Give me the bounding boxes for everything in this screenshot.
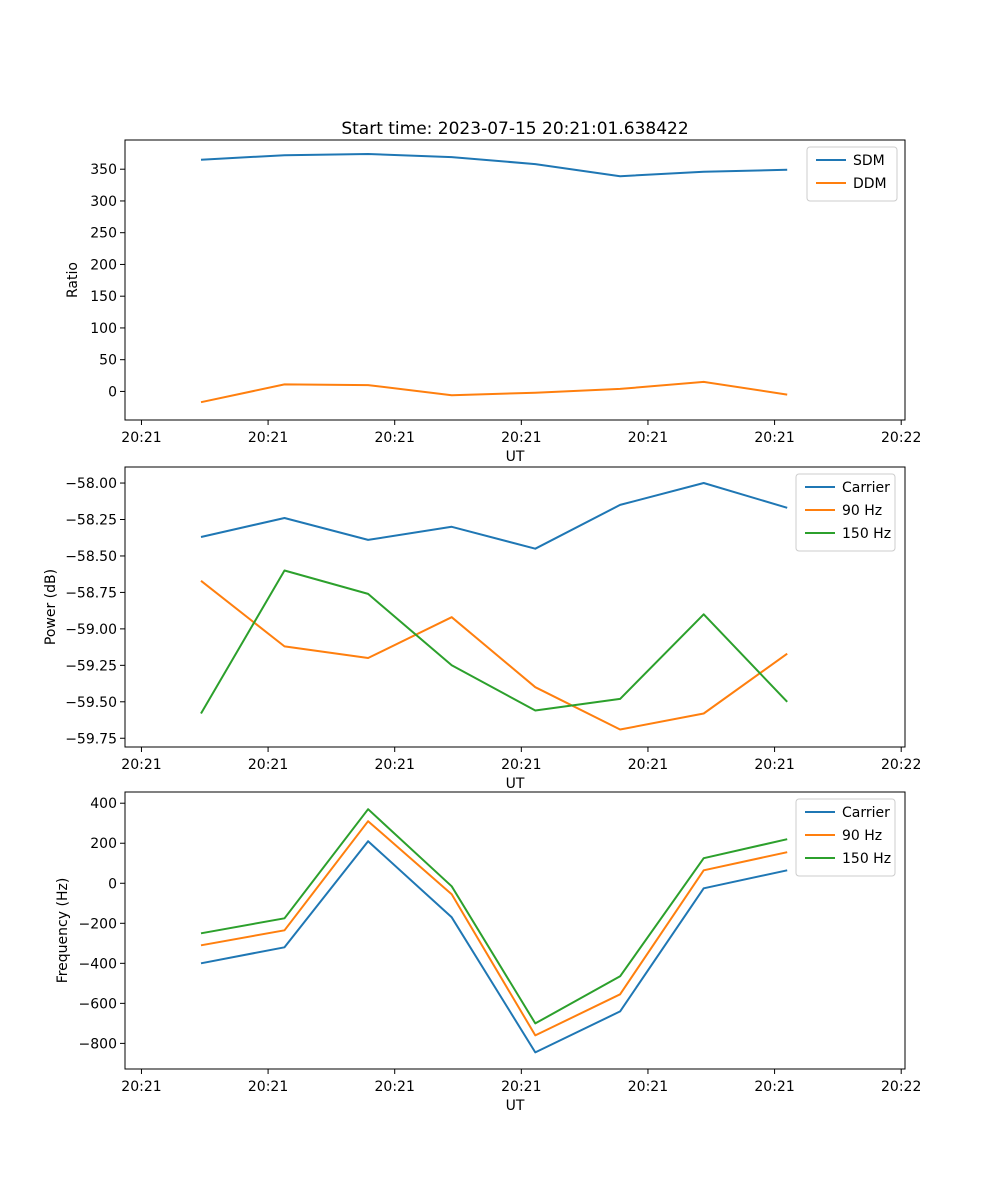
series-line-carrier <box>200 840 788 1054</box>
y-tick-label: 0 <box>108 876 117 892</box>
x-tick-label: 20:21 <box>754 757 794 773</box>
series-line-carrier <box>200 482 788 550</box>
figure-title: Start time: 2023-07-15 20:21:01.638422 <box>341 119 689 139</box>
y-tick-label: −58.25 <box>65 513 117 529</box>
x-tick-label: 20:21 <box>754 430 794 446</box>
series-line-90-hz <box>200 820 788 1037</box>
y-tick-label: −200 <box>79 916 117 932</box>
x-tick-label: 20:21 <box>501 757 541 773</box>
plot-area-0 <box>124 139 906 421</box>
x-tick-label: 20:21 <box>121 1079 161 1095</box>
series-line-sdm <box>200 153 788 178</box>
x-tick-label: 20:21 <box>375 430 415 446</box>
x-tick-label: 20:22 <box>881 1079 921 1095</box>
y-axis-label: Ratio <box>65 262 81 298</box>
y-tick-label: 0 <box>108 384 117 400</box>
y-tick-label: −400 <box>79 956 117 972</box>
legend-label: 90 Hz <box>842 503 882 519</box>
legend-box <box>795 798 896 877</box>
legend-label: DDM <box>853 176 887 192</box>
x-tick-label: 20:22 <box>881 430 921 446</box>
legend-label: Carrier <box>842 805 890 821</box>
legend-label: 150 Hz <box>842 851 891 867</box>
y-tick-label: 150 <box>90 289 117 305</box>
y-tick-label: 300 <box>90 194 117 210</box>
plot-area-2 <box>124 791 906 1070</box>
x-tick-label: 20:21 <box>248 757 288 773</box>
x-tick-label: 20:21 <box>375 1079 415 1095</box>
y-tick-label: 50 <box>99 353 117 369</box>
y-tick-label: −600 <box>79 996 117 1012</box>
x-axis-label: UT <box>506 1098 525 1114</box>
x-tick-label: 20:21 <box>628 430 668 446</box>
x-tick-label: 20:21 <box>121 757 161 773</box>
y-tick-label: −58.75 <box>65 585 117 601</box>
series-line-90-hz <box>200 580 788 731</box>
x-axis-label: UT <box>506 776 525 792</box>
y-tick-label: 200 <box>90 836 117 852</box>
legend-label: 90 Hz <box>842 828 882 844</box>
y-tick-label: −59.00 <box>65 622 117 638</box>
series-line-150-hz <box>200 808 788 1025</box>
y-tick-label: −59.50 <box>65 695 117 711</box>
x-tick-label: 20:21 <box>248 430 288 446</box>
y-axis-label: Power (dB) <box>43 569 59 645</box>
x-tick-label: 20:21 <box>501 1079 541 1095</box>
x-tick-label: 20:21 <box>501 430 541 446</box>
y-tick-label: 250 <box>90 226 117 242</box>
x-tick-label: 20:21 <box>121 430 161 446</box>
legend-label: 150 Hz <box>842 526 891 542</box>
y-tick-label: −58.00 <box>65 476 117 492</box>
x-axis-label: UT <box>506 449 525 465</box>
y-axis-label: Frequency (Hz) <box>55 878 71 984</box>
y-tick-label: −59.75 <box>65 731 117 747</box>
legend-label: Carrier <box>842 480 890 496</box>
y-tick-label: 200 <box>90 257 117 273</box>
y-tick-label: 400 <box>90 796 117 812</box>
x-tick-label: 20:21 <box>628 1079 668 1095</box>
plot-area-1 <box>124 466 906 748</box>
legend-box <box>795 473 896 552</box>
y-tick-label: −59.25 <box>65 658 117 674</box>
y-tick-label: 100 <box>90 321 117 337</box>
y-tick-label: −800 <box>79 1036 117 1052</box>
x-tick-label: 20:21 <box>248 1079 288 1095</box>
series-line-150-hz <box>200 569 788 715</box>
y-tick-label: −58.50 <box>65 549 117 565</box>
x-tick-label: 20:21 <box>628 757 668 773</box>
x-tick-label: 20:21 <box>375 757 415 773</box>
legend-label: SDM <box>853 153 885 169</box>
x-tick-label: 20:21 <box>754 1079 794 1095</box>
series-line-ddm <box>200 380 788 404</box>
x-tick-label: 20:22 <box>881 757 921 773</box>
y-tick-label: 350 <box>90 162 117 178</box>
